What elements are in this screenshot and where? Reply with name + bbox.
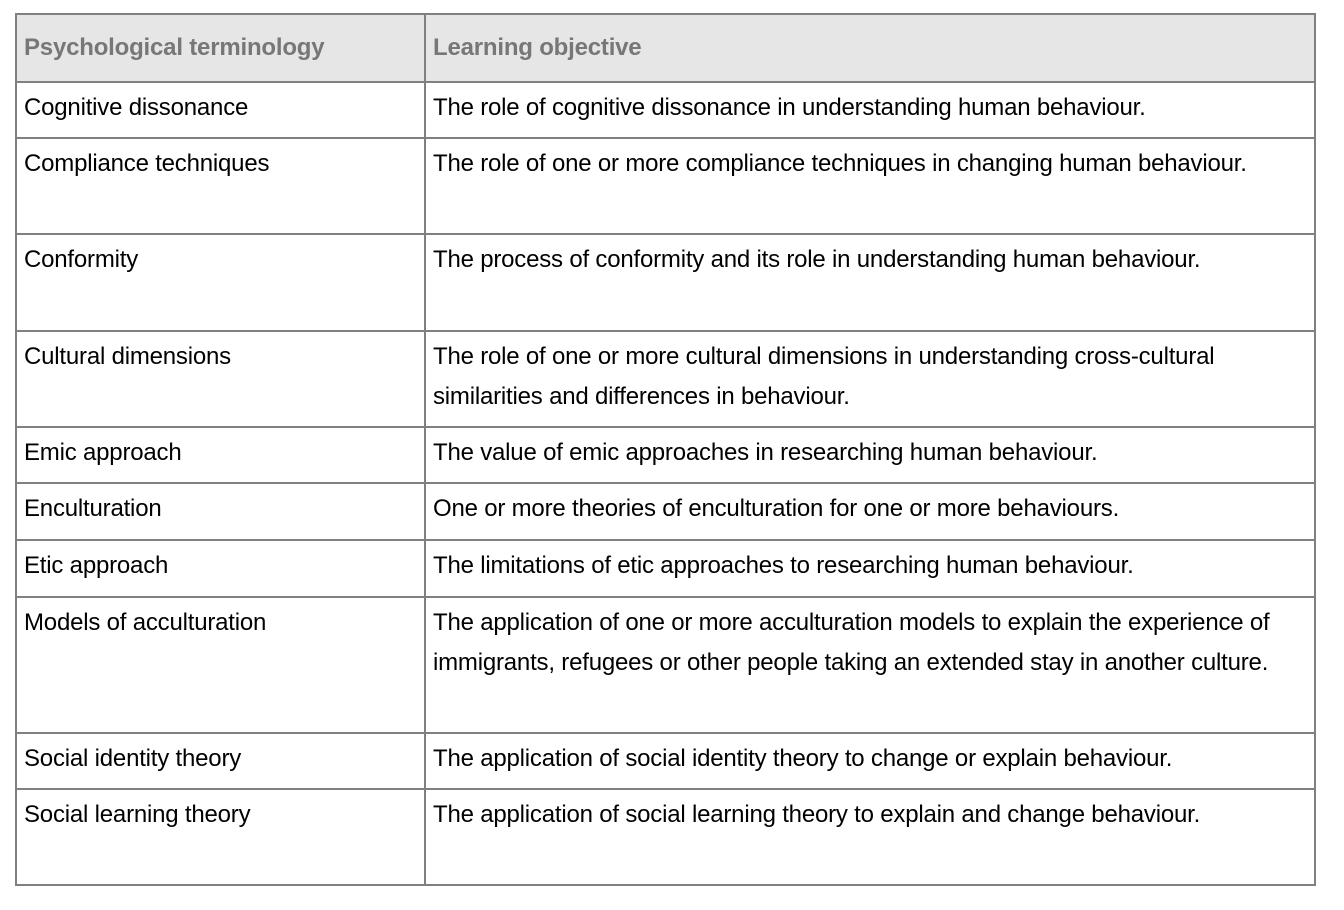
cell-objective: The role of one or more cultural dimensi… xyxy=(424,330,1316,428)
header-objective: Learning objective xyxy=(424,13,1316,83)
cell-term: Compliance techniques xyxy=(15,137,426,235)
table-row: Compliance techniques The role of one or … xyxy=(15,137,1316,235)
table-row: Enculturation One or more theories of enc… xyxy=(15,482,1316,541)
cell-term: Models of acculturation xyxy=(15,596,426,734)
table-row: Emic approach The value of emic approache… xyxy=(15,426,1316,484)
cell-term: Cultural dimensions xyxy=(15,330,426,428)
cell-term: Conformity xyxy=(15,233,426,332)
cell-objective: The role of cognitive dissonance in unde… xyxy=(424,81,1316,139)
cell-objective: The limitations of etic approaches to re… xyxy=(424,539,1316,598)
table-row: Cognitive dissonance The role of cognitiv… xyxy=(15,81,1316,139)
header-row: Psychological terminology Learning objec… xyxy=(15,13,1316,83)
cell-term: Emic approach xyxy=(15,426,426,484)
cell-term: Enculturation xyxy=(15,482,426,541)
cell-term: Social identity theory xyxy=(15,732,426,790)
table-row: Conformity The process of conformity and … xyxy=(15,233,1316,332)
cell-objective: The application of one or more accultura… xyxy=(424,596,1316,734)
table-row: Social learning theory The application of… xyxy=(15,788,1316,886)
cell-term: Cognitive dissonance xyxy=(15,81,426,139)
header-term: Psychological terminology xyxy=(15,13,426,83)
table-row: Social identity theory The application of… xyxy=(15,732,1316,790)
cell-objective: One or more theories of enculturation fo… xyxy=(424,482,1316,541)
cell-term: Etic approach xyxy=(15,539,426,598)
terminology-table: Psychological terminology Learning objec… xyxy=(15,13,1316,886)
cell-objective: The role of one or more compliance techn… xyxy=(424,137,1316,235)
table-row: Models of acculturation The application o… xyxy=(15,596,1316,734)
table-row: Cultural dimensions The role of one or mo… xyxy=(15,330,1316,428)
cell-objective: The application of social learning theor… xyxy=(424,788,1316,886)
table-row: Etic approach The limitations of etic app… xyxy=(15,539,1316,598)
cell-objective: The value of emic approaches in research… xyxy=(424,426,1316,484)
cell-objective: The application of social identity theor… xyxy=(424,732,1316,790)
cell-objective: The process of conformity and its role i… xyxy=(424,233,1316,332)
cell-term: Social learning theory xyxy=(15,788,426,886)
